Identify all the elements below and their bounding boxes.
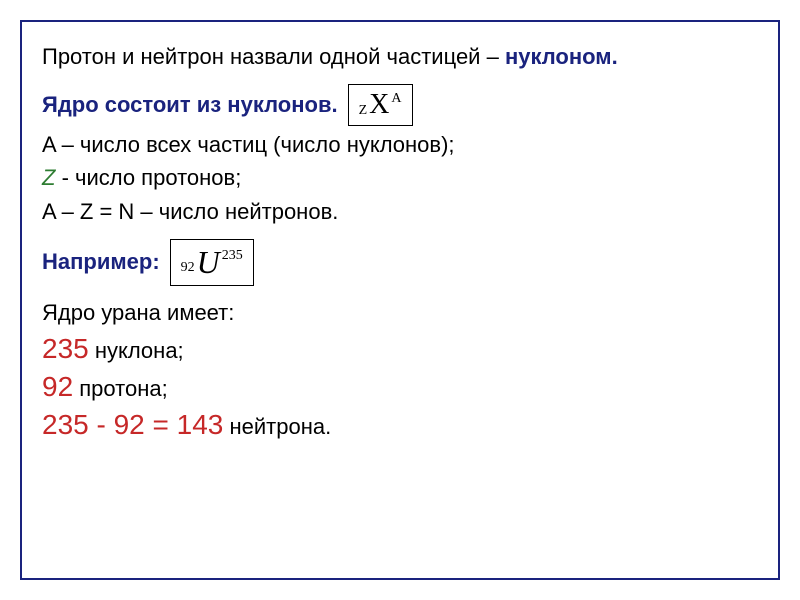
n-definition: A – Z = N – число нейтронов. (42, 197, 758, 227)
uranium-a: 235 (222, 248, 243, 264)
txt-protons: протона; (73, 376, 168, 401)
uranium-box: 92 U 235 (170, 239, 254, 286)
num-92: 92 (42, 371, 73, 402)
a-definition: A – число всех частиц (число нуклонов); (42, 130, 758, 160)
intro-text: Протон и нейтрон назвали одной частицей … (42, 44, 505, 69)
notation-x: X (369, 89, 389, 121)
nucleon-term: нуклоном. (505, 44, 618, 69)
spacer (42, 76, 758, 84)
z-definition: Z - число протонов; (42, 163, 758, 193)
example-row: Например: 92 U 235 (42, 239, 758, 286)
expr-143: 235 - 92 = 143 (42, 409, 223, 440)
notation-z: Z (359, 103, 368, 119)
uranium-has: Ядро урана имеет: (42, 298, 758, 328)
intro-line: Протон и нейтрон назвали одной частицей … (42, 42, 758, 72)
result-protons: 92 протона; (42, 371, 758, 403)
result-neutrons: 235 - 92 = 143 нейтрона. (42, 409, 758, 441)
nucleus-statement: Ядро состоит из нуклонов. (42, 90, 338, 120)
num-235: 235 (42, 333, 89, 364)
uranium-symbol: U (197, 244, 220, 281)
spacer-2 (42, 231, 758, 239)
notation-a: A (391, 91, 401, 107)
txt-neutrons: нейтрона. (223, 414, 331, 439)
z-post: - число протонов; (55, 165, 241, 190)
slide-frame: Протон и нейтрон назвали одной частицей … (20, 20, 780, 580)
example-label: Например: (42, 247, 160, 277)
z-symbol: Z (42, 165, 55, 190)
notation-box: Z X A (348, 84, 413, 126)
spacer-3 (42, 286, 758, 294)
result-nucleons: 235 нуклона; (42, 333, 758, 365)
txt-nucleons: нуклона; (89, 338, 184, 363)
uranium-z: 92 (181, 260, 195, 276)
nucleus-row: Ядро состоит из нуклонов. Z X A (42, 84, 758, 126)
